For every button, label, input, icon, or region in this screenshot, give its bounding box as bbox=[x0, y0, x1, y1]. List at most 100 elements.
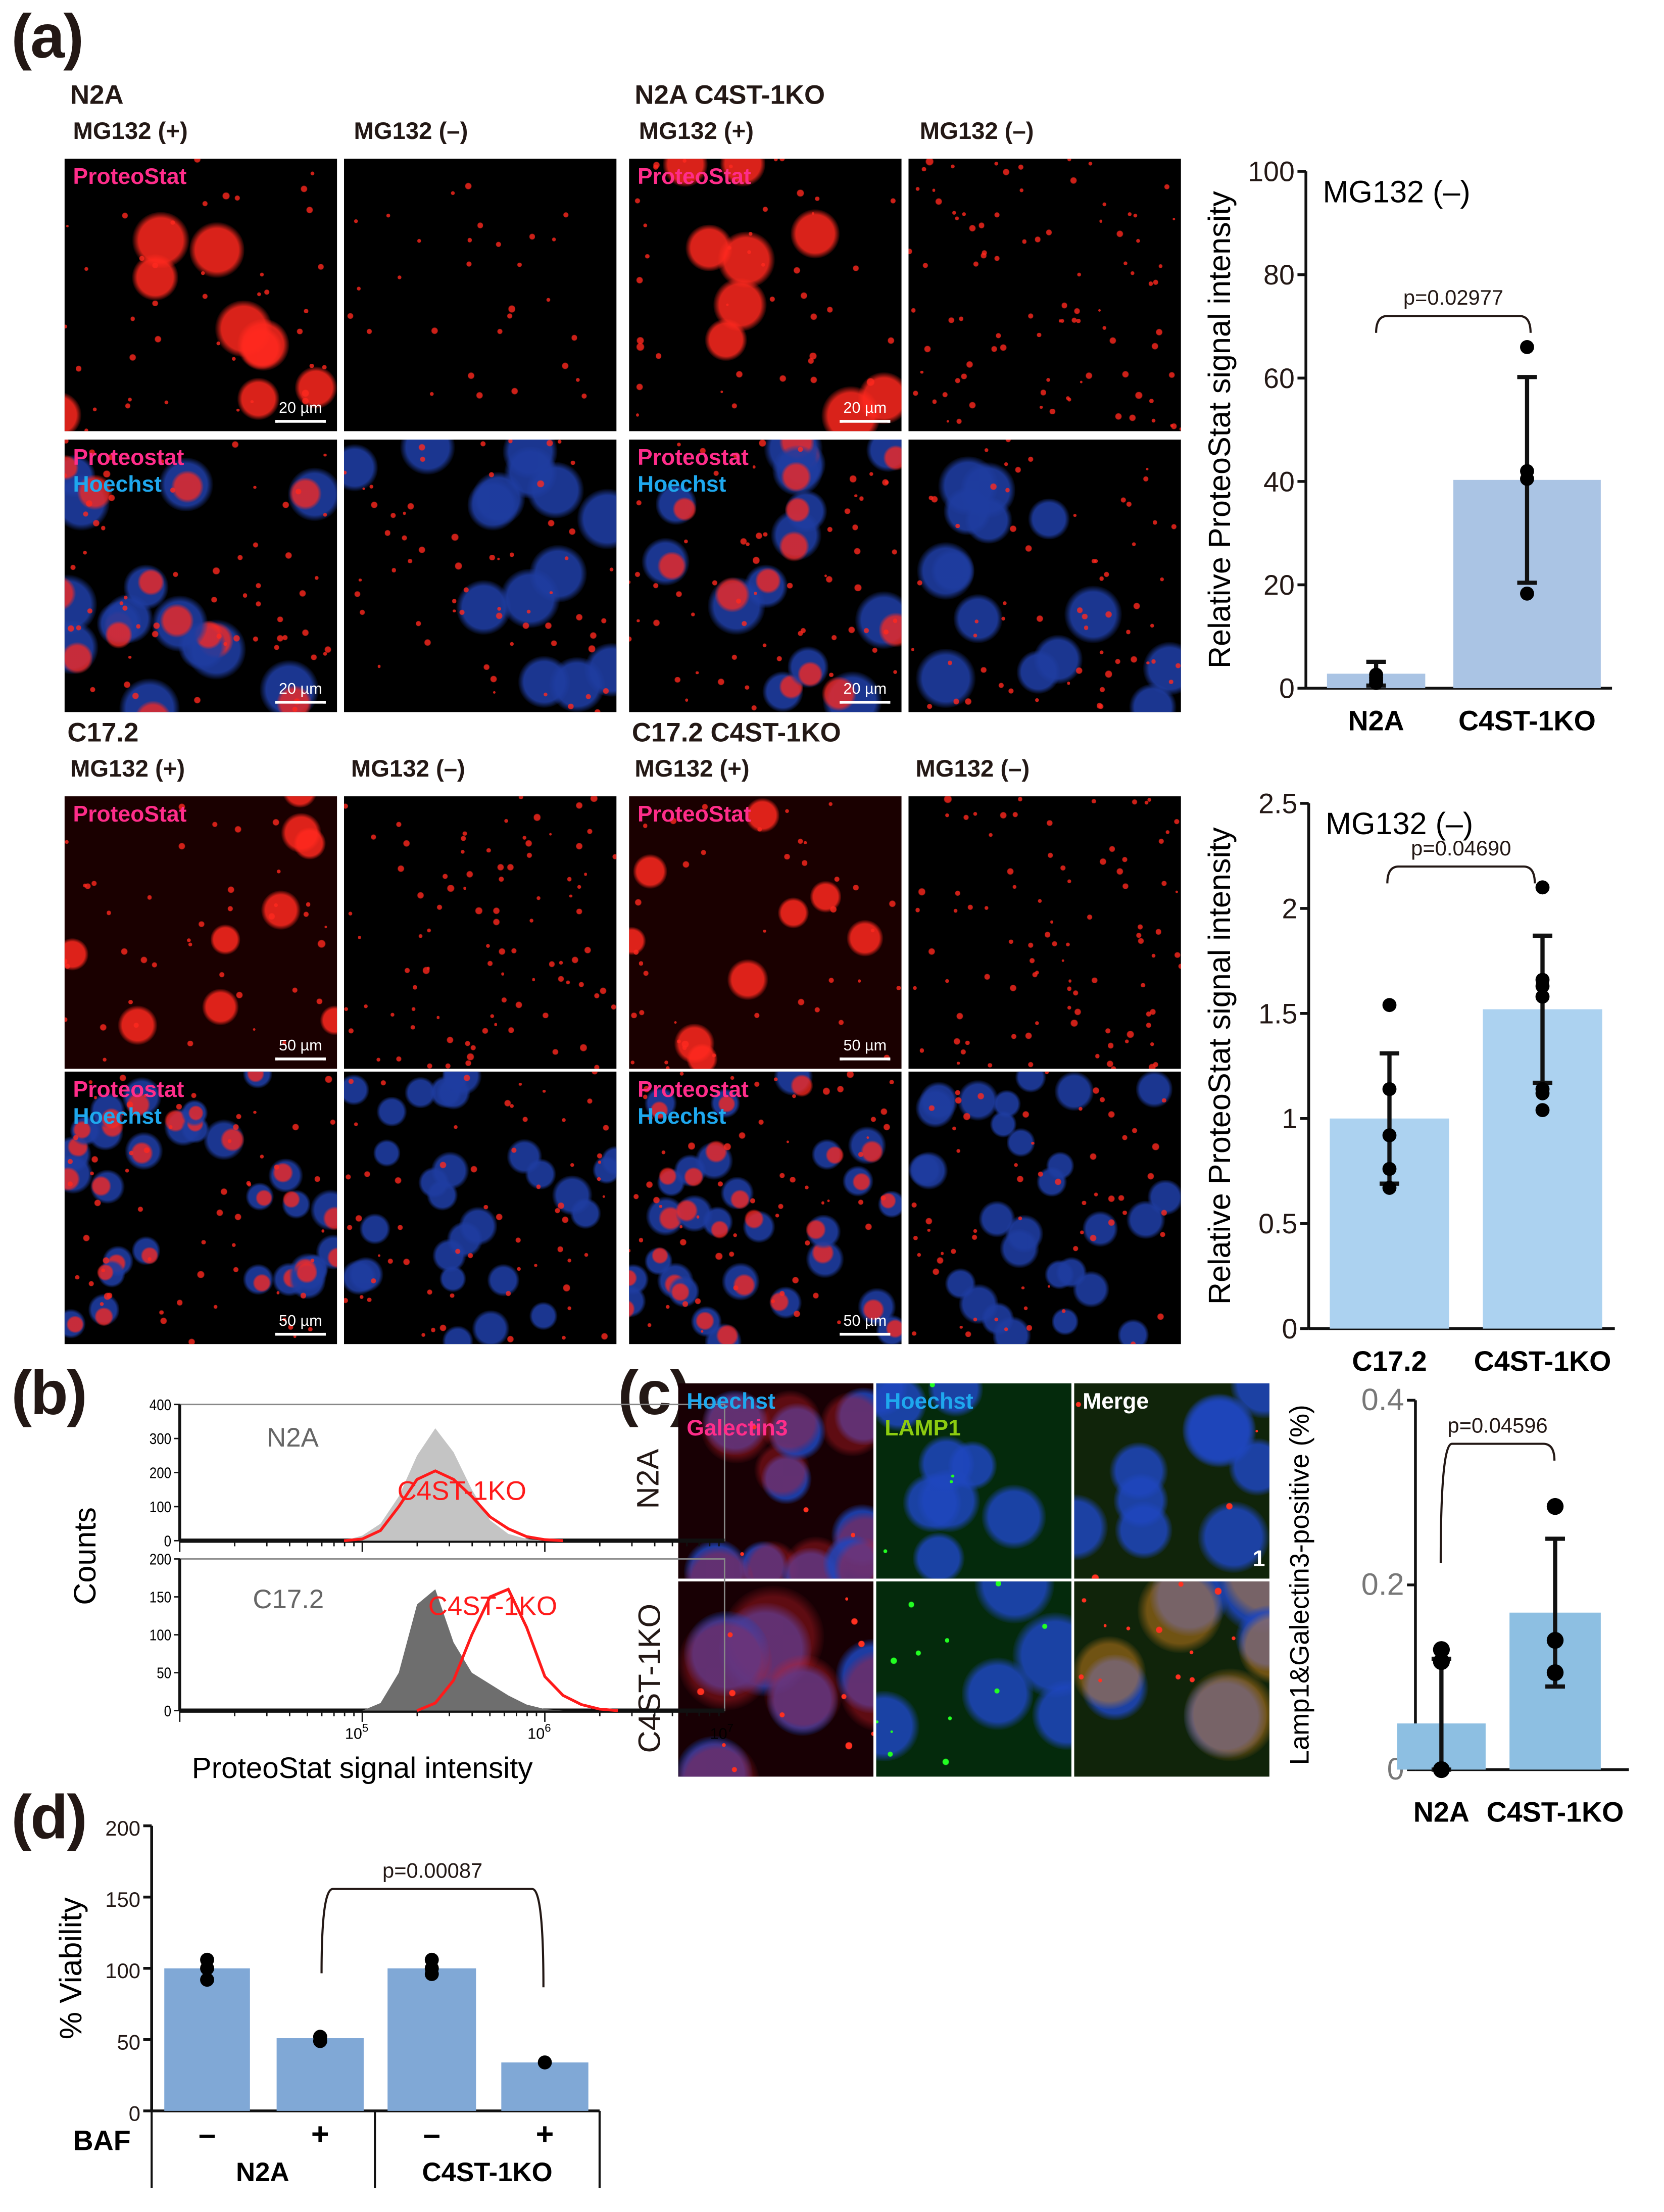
cell-blob bbox=[636, 336, 644, 345]
cell-blob bbox=[197, 1271, 205, 1279]
cell-blob bbox=[88, 1280, 95, 1287]
cell-blob bbox=[932, 399, 937, 404]
cell-blob bbox=[255, 600, 262, 608]
category-label: N2A bbox=[1413, 1796, 1470, 1828]
cell-blob bbox=[108, 454, 115, 461]
bar bbox=[276, 2038, 364, 2111]
cell-blob bbox=[1161, 1210, 1167, 1216]
cell-blob bbox=[910, 308, 915, 313]
cell-blob bbox=[671, 1282, 691, 1302]
cell-blob bbox=[529, 919, 534, 923]
cell-blob bbox=[594, 992, 600, 998]
cell-blob bbox=[311, 654, 317, 661]
cell-blob bbox=[920, 370, 925, 374]
cell-blob bbox=[380, 1080, 386, 1086]
cell-blob bbox=[322, 652, 327, 656]
stain-label: ProteoStat bbox=[73, 803, 187, 828]
cell-blob bbox=[101, 1268, 106, 1273]
cell-blob bbox=[1122, 1210, 1127, 1215]
cell-blob bbox=[758, 1391, 821, 1454]
cell-blob bbox=[745, 798, 780, 833]
cell-blob bbox=[523, 836, 527, 840]
cell-blob bbox=[1088, 162, 1093, 166]
cell-blob bbox=[216, 633, 222, 640]
cell-blob bbox=[273, 1164, 280, 1170]
cell-blob bbox=[451, 533, 459, 541]
cell-blob bbox=[260, 890, 301, 930]
cell-blob bbox=[493, 690, 496, 694]
cell-blob bbox=[1089, 1153, 1096, 1160]
cell-blob bbox=[955, 216, 960, 220]
cell-blob bbox=[1108, 846, 1115, 852]
cell-blob bbox=[1084, 625, 1089, 631]
cell-blob bbox=[726, 246, 731, 250]
cell-blob bbox=[1033, 635, 1083, 685]
panel-label-b: (b) bbox=[11, 1359, 87, 1428]
cell-blob bbox=[723, 1143, 731, 1151]
cell-blob bbox=[1005, 487, 1010, 493]
cell-blob bbox=[940, 1252, 944, 1256]
cell-blob bbox=[731, 654, 737, 660]
cell-blob bbox=[1137, 937, 1144, 944]
cell-blob bbox=[865, 1224, 872, 1230]
cell-blob bbox=[629, 636, 632, 642]
cell-blob bbox=[889, 1079, 894, 1084]
cell-blob bbox=[762, 206, 768, 212]
cell-blob bbox=[515, 1000, 522, 1008]
cell-blob bbox=[1082, 614, 1088, 620]
stain-label: Hoechst bbox=[687, 1390, 775, 1415]
cell-blob bbox=[715, 1253, 723, 1260]
cell-blob bbox=[804, 841, 808, 845]
cell-blob bbox=[972, 261, 979, 267]
micrograph: Proteostat Hoechst 20 µm bbox=[629, 440, 902, 712]
cell-blob bbox=[1027, 942, 1033, 948]
cell-blob bbox=[583, 1253, 588, 1258]
cell-blob bbox=[90, 687, 96, 693]
cell-blob bbox=[83, 428, 88, 431]
cell-blob bbox=[404, 967, 410, 973]
significance-bracket bbox=[1439, 1442, 1556, 1563]
cell-blob bbox=[359, 1213, 390, 1244]
cell-blob bbox=[472, 472, 525, 526]
data-point bbox=[1535, 1103, 1550, 1118]
cell-blob bbox=[218, 971, 225, 978]
cell-blob bbox=[292, 1334, 297, 1338]
cell-blob bbox=[300, 1292, 306, 1299]
cell-blob bbox=[1158, 263, 1163, 268]
cell-blob bbox=[1080, 1231, 1084, 1235]
cell-blob bbox=[1172, 217, 1176, 221]
cell-blob bbox=[571, 956, 579, 964]
cell-blob bbox=[601, 1333, 609, 1340]
cell-blob bbox=[1094, 1053, 1100, 1059]
cell-blob bbox=[120, 601, 124, 606]
condition-label: MG132 (–) bbox=[351, 755, 465, 783]
cell-blob bbox=[739, 1132, 746, 1140]
cell-blob bbox=[273, 645, 279, 651]
stain-label: ProteoStat bbox=[637, 803, 751, 828]
cell-blob bbox=[822, 1087, 830, 1095]
cell-blob bbox=[1157, 1313, 1165, 1321]
cell-blob bbox=[575, 843, 582, 849]
y-tick-label: 0 bbox=[164, 1533, 171, 1550]
cell-blob bbox=[1100, 651, 1104, 655]
cell-blob bbox=[918, 1435, 975, 1493]
cell-blob bbox=[1051, 940, 1058, 947]
cell-blob bbox=[635, 198, 641, 204]
cell-blob bbox=[937, 1257, 944, 1264]
cell-blob bbox=[485, 943, 490, 948]
cell-blob bbox=[729, 1689, 736, 1696]
cell-blob bbox=[1142, 476, 1149, 482]
cell-blob bbox=[945, 812, 950, 818]
x-axis-label: ProteoStat signal intensity bbox=[192, 1752, 533, 1785]
cell-blob bbox=[155, 336, 162, 344]
cell-blob bbox=[366, 1297, 372, 1303]
cell-blob bbox=[285, 552, 292, 559]
cell-blob bbox=[1109, 337, 1116, 344]
data-point bbox=[1433, 1653, 1450, 1670]
cell-blob bbox=[555, 1208, 561, 1214]
cell-blob bbox=[194, 159, 202, 163]
cell-blob bbox=[476, 391, 483, 399]
cell-blob bbox=[237, 378, 279, 420]
cell-blob bbox=[233, 635, 241, 642]
cell-blob bbox=[629, 580, 631, 584]
